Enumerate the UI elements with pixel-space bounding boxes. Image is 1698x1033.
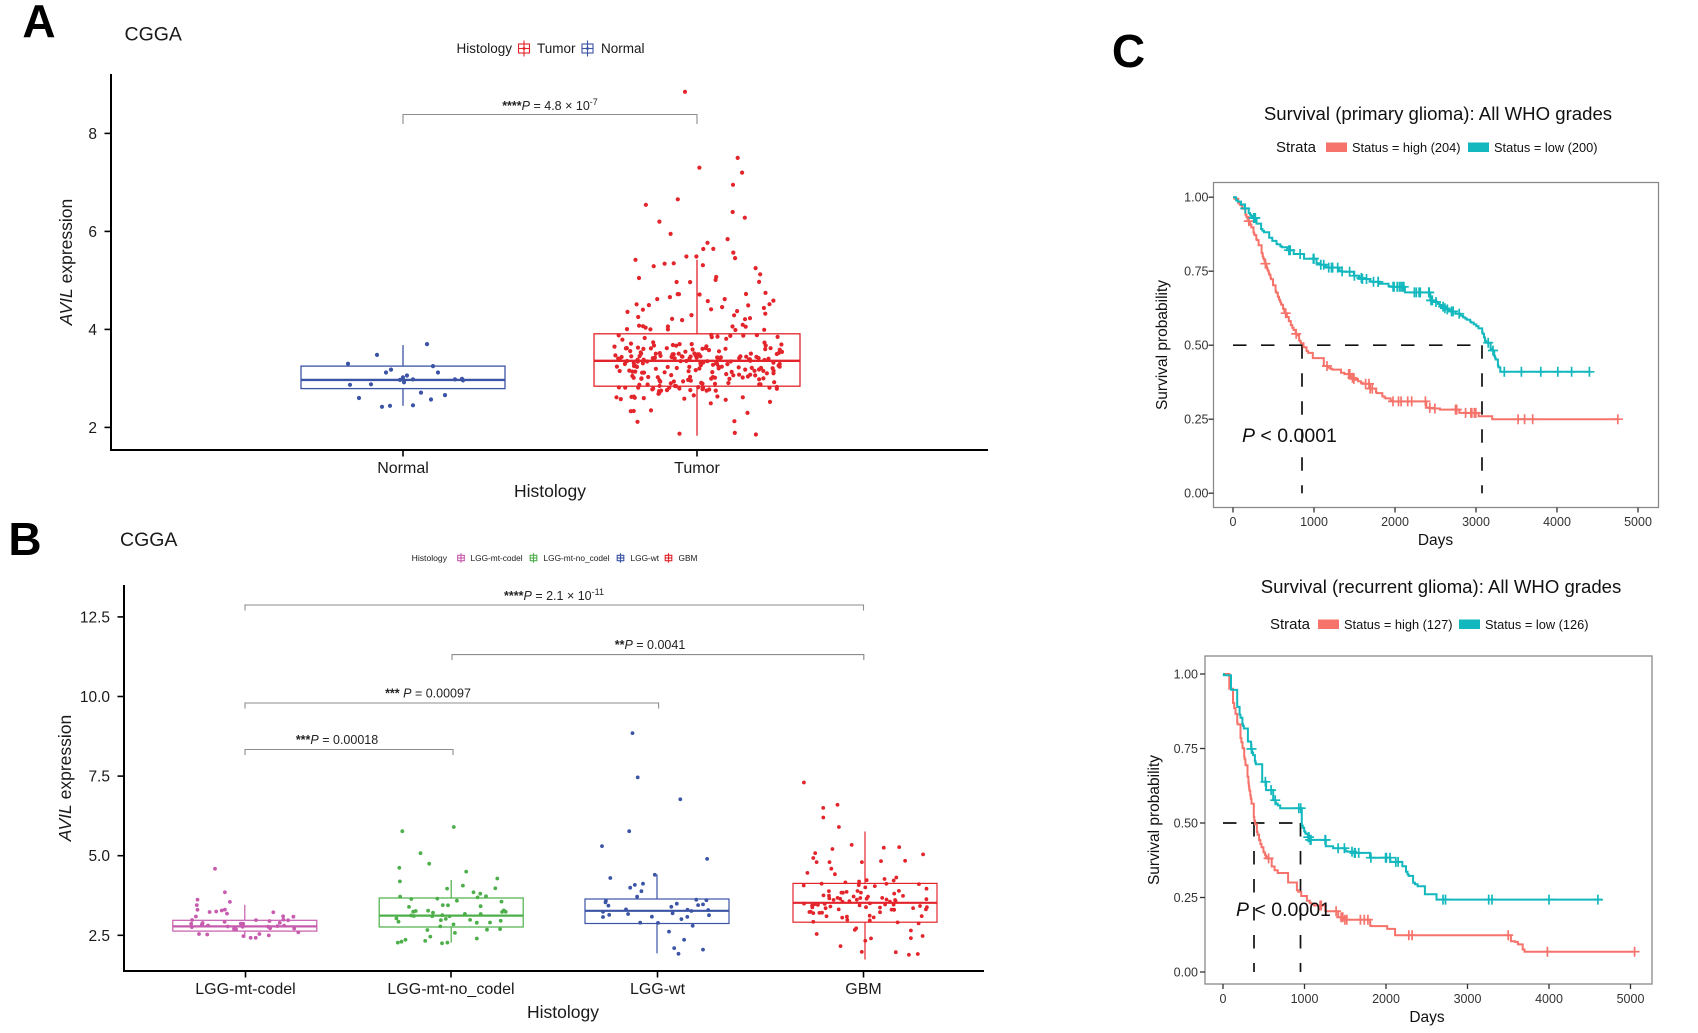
svg-text:0.50: 0.50	[1174, 817, 1198, 831]
svg-text:Histology: Histology	[456, 41, 512, 56]
svg-text:0.00: 0.00	[1184, 487, 1208, 501]
svg-text:2000: 2000	[1381, 515, 1409, 529]
svg-text:1000: 1000	[1300, 515, 1328, 529]
svg-text:P < 0.0001: P < 0.0001	[1242, 425, 1337, 447]
svg-text:GBM: GBM	[845, 981, 881, 998]
svg-text:0.25: 0.25	[1184, 413, 1208, 427]
svg-text:Strata: Strata	[1270, 616, 1311, 633]
svg-text:0.25: 0.25	[1174, 891, 1198, 905]
svg-text:LGG-wt: LGG-wt	[630, 981, 686, 998]
svg-text:Status = low (126): Status = low (126)	[1485, 617, 1589, 632]
svg-text:Days: Days	[1409, 1009, 1445, 1026]
svg-text:A: A	[22, 0, 55, 47]
svg-text:LGG-wt: LGG-wt	[631, 553, 660, 563]
svg-text:5000: 5000	[1617, 992, 1645, 1006]
svg-text:**P = 0.0041: **P = 0.0041	[615, 638, 686, 652]
svg-text:B: B	[8, 513, 41, 565]
svg-text:5.0: 5.0	[88, 848, 110, 865]
svg-text:Status = low (200): Status = low (200)	[1494, 140, 1598, 155]
svg-text:1.00: 1.00	[1184, 191, 1208, 205]
svg-text:Status = high (204): Status = high (204)	[1352, 140, 1461, 155]
svg-text:12.5: 12.5	[80, 609, 110, 626]
svg-text:Tumor: Tumor	[537, 41, 576, 56]
svg-text:Survival probability: Survival probability	[1146, 755, 1163, 885]
svg-text:Survival probability: Survival probability	[1154, 280, 1171, 410]
svg-text:Status = high (127): Status = high (127)	[1344, 617, 1453, 632]
svg-text:Histology: Histology	[514, 481, 586, 501]
svg-text:Days: Days	[1418, 532, 1454, 549]
svg-text:0.50: 0.50	[1184, 339, 1208, 353]
svg-text:Tumor: Tumor	[674, 460, 720, 477]
svg-text:C: C	[1112, 25, 1145, 77]
svg-text:0.75: 0.75	[1174, 742, 1198, 756]
svg-text:LGG-mt-no_codel: LGG-mt-no_codel	[387, 981, 514, 998]
svg-text:7.5: 7.5	[88, 769, 110, 786]
svg-text:****P = 4.8 × 10-7: ****P = 4.8 × 10-7	[502, 97, 598, 113]
svg-text:P < 0.0001: P < 0.0001	[1236, 899, 1331, 921]
svg-text:2: 2	[88, 420, 97, 437]
svg-text:4000: 4000	[1543, 515, 1571, 529]
svg-text:0: 0	[1220, 992, 1227, 1006]
svg-text:Histology: Histology	[412, 553, 448, 563]
svg-text:1.00: 1.00	[1174, 668, 1198, 682]
svg-text:AVIL expression: AVIL expression	[55, 715, 75, 842]
svg-text:4000: 4000	[1535, 992, 1563, 1006]
svg-text:4: 4	[88, 322, 97, 339]
svg-text:*** P = 0.00097: *** P = 0.00097	[385, 687, 471, 701]
svg-text:Normal: Normal	[377, 460, 429, 477]
svg-text:10.0: 10.0	[80, 689, 111, 706]
svg-text:2000: 2000	[1372, 992, 1400, 1006]
svg-text:0: 0	[1230, 515, 1237, 529]
svg-text:Strata: Strata	[1276, 139, 1317, 156]
svg-text:Histology: Histology	[527, 1002, 599, 1022]
svg-text:8: 8	[88, 126, 97, 143]
svg-text:****P = 2.1 × 10-11: ****P = 2.1 × 10-11	[504, 587, 604, 603]
svg-text:3000: 3000	[1454, 992, 1482, 1006]
svg-text:0.75: 0.75	[1184, 265, 1208, 279]
svg-text:1000: 1000	[1291, 992, 1319, 1006]
svg-text:2.5: 2.5	[88, 928, 110, 945]
svg-text:3000: 3000	[1462, 515, 1490, 529]
svg-text:LGG-mt-codel: LGG-mt-codel	[195, 981, 295, 998]
svg-text:Normal: Normal	[601, 41, 645, 56]
svg-text:LGG-mt-codel: LGG-mt-codel	[471, 553, 523, 563]
svg-text:CGGA: CGGA	[125, 24, 182, 46]
svg-text:LGG-mt-no_codel: LGG-mt-no_codel	[544, 553, 610, 563]
svg-text:Survival (recurrent glioma): A: Survival (recurrent glioma): All WHO gra…	[1261, 576, 1622, 597]
svg-text:***P = 0.00018: ***P = 0.00018	[296, 733, 378, 747]
svg-text:GBM: GBM	[679, 553, 698, 563]
svg-text:CGGA: CGGA	[120, 529, 177, 551]
svg-text:Survival (primary glioma): All: Survival (primary glioma): All WHO grade…	[1264, 103, 1612, 124]
svg-text:0.00: 0.00	[1174, 966, 1198, 980]
svg-text:5000: 5000	[1624, 515, 1652, 529]
svg-text:AVIL expression: AVIL expression	[56, 199, 76, 326]
svg-text:6: 6	[88, 224, 97, 241]
